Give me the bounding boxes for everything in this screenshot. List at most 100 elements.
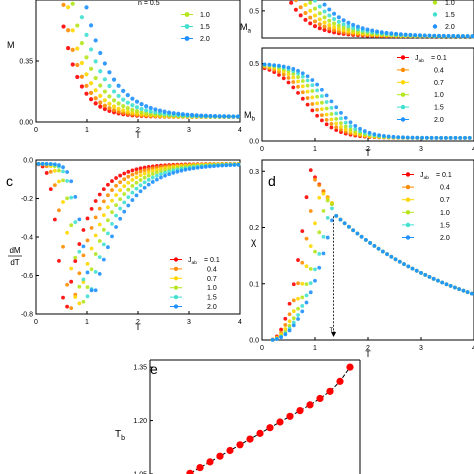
panel-c-series-0-point (126, 169, 131, 174)
panel-a-legend-label: 1.5 (200, 24, 210, 31)
panel-b-top-series-5-point (341, 18, 346, 23)
panel-e-point (196, 463, 204, 472)
panel-a-xtick-label: 3 (187, 127, 191, 134)
panel-a-series-1-point (61, 2, 66, 7)
panel-b-top-series-5-point (456, 34, 461, 39)
panel-a-series-3-point (121, 103, 126, 109)
panel-b-bottom-legend-label: 0.4 (434, 67, 444, 74)
panel-a-series-2-point (75, 46, 80, 51)
panel-a-series-2-point (130, 110, 135, 115)
panel-c-series-2-point (110, 198, 114, 203)
panel-d-series-5-point (368, 241, 373, 245)
panel-a-series-0-point (98, 104, 103, 109)
panel-c-series-1-point (142, 168, 147, 173)
panel-c-series-0-point (122, 171, 127, 176)
panel-c-series-5-point (52, 162, 57, 167)
panel-b-bottom-series-5-point (348, 120, 353, 125)
panel-a-series-4-point (93, 59, 98, 64)
panel-d-series-4-point (304, 293, 309, 298)
panel-d-series-5-point (453, 285, 457, 290)
panel-b-bottom-series-2-point (310, 95, 315, 100)
panel-c-series-4-point (61, 169, 65, 174)
panel-e-point (246, 435, 254, 443)
panel-c-series-5-point (228, 163, 233, 168)
panel-c-series-4-point (130, 190, 135, 195)
panel-c-series-4-point (110, 221, 114, 226)
panel-d-series-1-point (308, 209, 313, 213)
panel-c-xtick-label: 1 (85, 319, 89, 326)
panel-b-bottom-series-0-point (319, 118, 324, 123)
panel-d-legend-marker (405, 235, 411, 240)
panel-a-series-2-point (111, 104, 117, 109)
panel-c-series-1-point (61, 244, 65, 249)
panel-b-top-series-2-point (308, 8, 313, 13)
panel-a-series-4-point (125, 100, 130, 105)
panel-c-series-1-point (48, 169, 53, 174)
panel-c-series-3-point (89, 267, 94, 272)
panel-b-top-frame (261, 0, 474, 39)
panel-b-bottom-xlabel: T (365, 148, 371, 158)
panel-b-bottom-series-0-point (286, 80, 291, 85)
panel-a-series-5-point (171, 111, 176, 116)
panel-b-bottom-series-3-point (329, 112, 334, 116)
panel-a-series-5-point (102, 61, 107, 66)
panel-b-bottom-series-5-point (396, 135, 401, 140)
panel-b-bottom-series-0-point (291, 85, 296, 90)
panel-a-series-3-point (130, 107, 135, 112)
panel-b-top-series-3-point (317, 11, 322, 16)
panel-a-series-5-point (134, 99, 140, 104)
panel-c-series-2-point (61, 200, 65, 204)
panel-c-series-3-point (118, 197, 123, 202)
panel-d-series-2-point (308, 244, 313, 249)
panel-d-series-5-point (465, 290, 470, 295)
panel-a-series-4-point (107, 83, 112, 89)
panel-b-bottom-series-1-point (291, 80, 296, 84)
panel-c-series-1-point (126, 174, 131, 179)
panel-c-series-3-point (130, 184, 135, 188)
panel-c-series-5-point (212, 164, 216, 169)
panel-e-point (326, 387, 334, 395)
panel-a-series-5-point (176, 111, 181, 116)
panel-d-xtick-label: 1 (313, 345, 317, 352)
panel-b-bottom-series-3-point (315, 94, 320, 99)
panel-a-series-5-point (235, 114, 241, 119)
panel-b-bottom-series-5-point (334, 105, 339, 110)
panel-d-series-2-point (304, 264, 309, 269)
panel-d-series-5-point (359, 234, 364, 239)
panel-c-series-5-point (199, 165, 204, 170)
panel-b-bottom-series-4-point (300, 74, 305, 79)
panel-b-bottom-series-4-point (353, 127, 358, 131)
panel-b-top-series-5-point (379, 30, 384, 35)
panel-b-bottom-series-5-point (315, 82, 320, 87)
panel-a-series-3-point (134, 109, 140, 114)
panel-b-top-series-5-point (332, 11, 337, 16)
panel-c-series-2-point (106, 205, 110, 210)
panel-c-series-4-point (118, 206, 123, 211)
panel-b-bottom-series-0-point (329, 125, 334, 130)
panel-d-legend-label: 0.4 (440, 185, 450, 192)
panel-b-bottom-series-5-point (453, 135, 458, 140)
panel-d-series-3-point (325, 198, 330, 203)
panel-c-series-0-point (52, 217, 57, 222)
panel-c-legend-marker (173, 276, 179, 281)
panel-c-series-3-point (122, 192, 127, 196)
panel-d-series-2-point (291, 309, 296, 314)
panel-b-top-series-2-point (317, 17, 322, 22)
panel-a-series-5-point (130, 96, 135, 101)
panel-a-legend-label: 1.0 (200, 12, 210, 19)
panel-c-series-1-point (114, 183, 118, 188)
panel-b-top-series-5-point (403, 32, 408, 37)
panel-b-top-series-4-point (327, 13, 332, 18)
panel-c-series-1-point (146, 167, 151, 172)
panel-b-top-series-5-point (427, 33, 432, 38)
panel-d-series-0-point (296, 258, 300, 262)
panel-b-top-legend-label: 1.5 (445, 12, 455, 19)
panel-a-series-2-point (66, 5, 71, 10)
panel-b-bottom-legend-marker (400, 80, 406, 85)
panel-c-series-3-point (81, 299, 86, 304)
panel-b-bottom-series-5-point (439, 135, 444, 140)
panel-d-series-2-point (287, 319, 292, 324)
panel-c-series-5-point (191, 166, 196, 171)
panel-b-bottom-series-1-point (334, 125, 339, 130)
